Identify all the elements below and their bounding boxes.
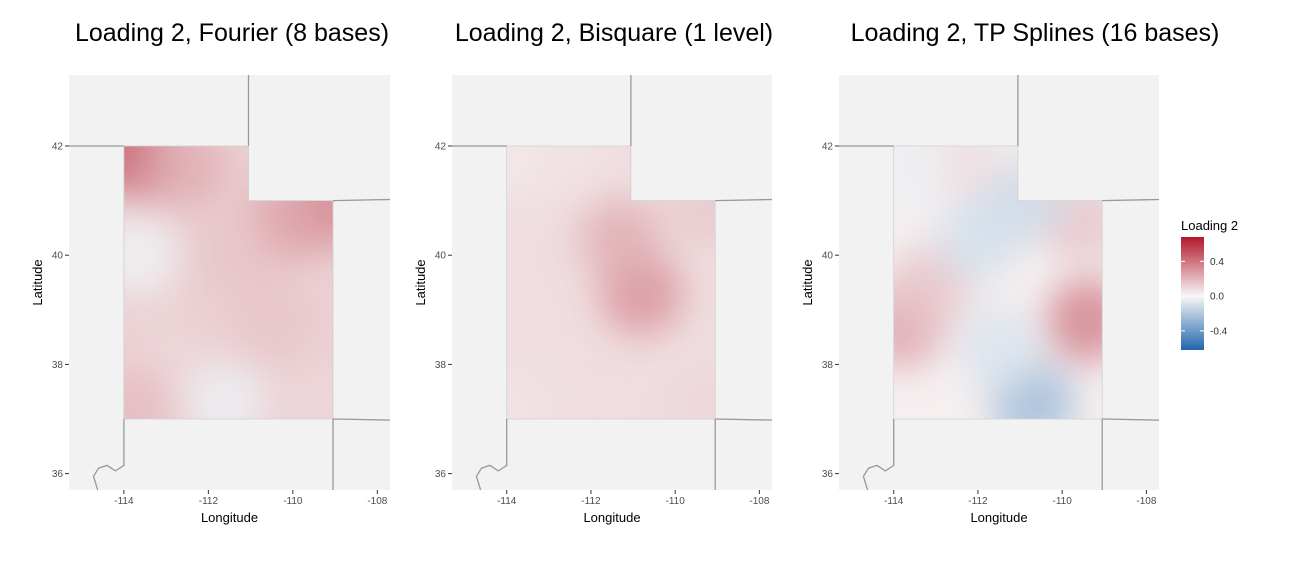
- state-border: [332, 198, 391, 202]
- state-border: [332, 418, 391, 421]
- x-tick-label: -112: [581, 496, 601, 507]
- field-point: [123, 213, 179, 298]
- state-border: [862, 419, 895, 491]
- x-tick-label: -110: [666, 496, 686, 507]
- state-border: [475, 419, 508, 491]
- field-point: [183, 360, 268, 419]
- y-tick-label: 40: [822, 251, 834, 262]
- y-tick-label: 38: [52, 360, 64, 371]
- panel-title: Loading 2, Bisquare (1 level): [455, 19, 773, 47]
- state-border: [715, 418, 773, 421]
- y-tick-label: 42: [52, 141, 64, 152]
- field-point: [229, 278, 314, 363]
- field-point: [1045, 278, 1103, 363]
- x-tick-label: -108: [367, 496, 387, 507]
- field-point: [893, 146, 949, 210]
- x-tick-label: -110: [1053, 496, 1073, 507]
- x-tick-label: -114: [114, 496, 134, 507]
- x-tick-label: -108: [1136, 496, 1156, 507]
- y-axis-label: Latitude: [30, 259, 45, 305]
- state-border: [1102, 198, 1160, 202]
- x-tick-label: -112: [199, 496, 219, 507]
- legend-label: -0.4: [1210, 326, 1228, 337]
- field-point: [506, 366, 558, 419]
- y-tick-label: 42: [435, 141, 447, 152]
- x-axis-label: Longitude: [583, 510, 640, 525]
- x-axis-label: Longitude: [201, 510, 258, 525]
- legend-label: 0.0: [1210, 292, 1224, 303]
- field-point: [666, 366, 716, 419]
- y-axis-label: Latitude: [800, 259, 815, 305]
- x-tick-label: -110: [283, 496, 303, 507]
- field-point: [280, 360, 334, 419]
- panel-title: Loading 2, Fourier (8 bases): [75, 19, 389, 47]
- x-axis-label: Longitude: [970, 510, 1027, 525]
- field-point: [187, 213, 272, 298]
- panel-title: Loading 2, TP Splines (16 bases): [851, 19, 1220, 47]
- y-tick-label: 40: [435, 251, 447, 262]
- x-tick-label: -108: [749, 496, 769, 507]
- field-point: [145, 146, 230, 210]
- chart-panel-3: Loading 2, TP Splines (16 bases) -114 -112…: [800, 19, 1219, 525]
- x-tick-label: -112: [968, 496, 988, 507]
- y-tick-label: 38: [435, 360, 447, 371]
- y-tick-label: 38: [822, 360, 834, 371]
- legend: Loading 2 0.4 0.0 -0.4: [1181, 218, 1238, 350]
- y-tick-label: 40: [52, 251, 64, 262]
- field-point: [957, 306, 1041, 391]
- field-point: [123, 366, 175, 419]
- y-axis-label: Latitude: [413, 259, 428, 305]
- y-tick-label: 36: [52, 469, 64, 480]
- state-border: [1102, 418, 1160, 421]
- state-border: [92, 419, 125, 491]
- legend-label: 0.4: [1210, 257, 1224, 268]
- x-tick-label: -114: [884, 496, 904, 507]
- y-tick-label: 36: [822, 469, 834, 480]
- legend-title: Loading 2: [1181, 218, 1238, 233]
- field-point: [578, 196, 663, 281]
- chart-panel-1: Loading 2, Fourier (8 bases) -114 -112 -110…: [30, 19, 391, 525]
- y-tick-label: 42: [822, 141, 834, 152]
- legend-colorbar: [1181, 237, 1204, 350]
- y-tick-label: 36: [435, 469, 447, 480]
- chart-panel-2: Loading 2, Bisquare (1 level) -114 -112 -11…: [413, 19, 773, 525]
- field-point: [527, 146, 612, 199]
- state-border: [715, 198, 773, 202]
- x-tick-label: -114: [497, 496, 517, 507]
- heat-field: [506, 146, 716, 419]
